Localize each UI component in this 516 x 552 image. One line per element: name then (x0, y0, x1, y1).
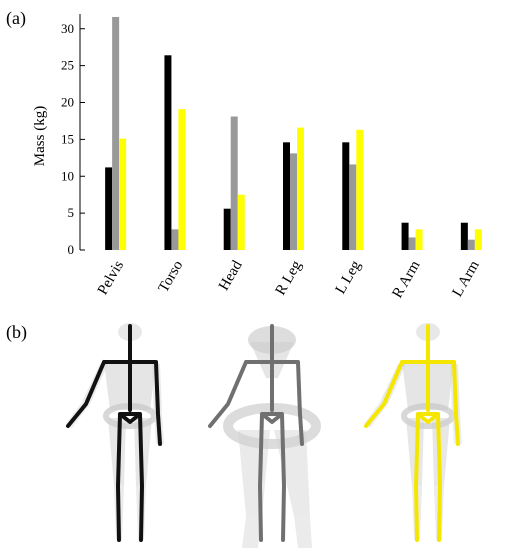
y-tick-label: 10 (61, 168, 74, 183)
body-segment-figures (0, 318, 516, 548)
skeleton-figure-black-icon (66, 323, 164, 540)
bar-head-series-1 (223, 208, 231, 250)
bar-pelvis-series-2 (112, 16, 120, 251)
panel-label-a: (a) (6, 8, 26, 28)
y-tick-label: 20 (61, 95, 74, 110)
bar-l-arm-series-3 (474, 229, 482, 250)
bar-l-leg-series-2 (349, 164, 357, 250)
bar-l-leg-series-1 (342, 142, 350, 250)
y-tick-label: 0 (68, 242, 75, 257)
bar-r-arm-series-1 (401, 222, 409, 250)
bar-torso-series-2 (171, 229, 179, 250)
skeleton-figure-yellow-icon (364, 323, 462, 540)
y-tick-label: 30 (61, 21, 74, 36)
y-axis-title: Mass (kg) (32, 106, 48, 166)
y-tick-label: 25 (61, 58, 74, 73)
x-tick-label: L Arm (449, 258, 483, 300)
bar-r-leg-series-2 (290, 153, 297, 250)
bar-torso-series-1 (164, 55, 172, 250)
bar-r-arm-series-3 (415, 229, 423, 250)
y-tick-label: 15 (61, 131, 74, 146)
skeleton-figure-gray-icon (208, 324, 321, 548)
x-tick-label: Pelvis (95, 258, 127, 298)
y-tick-label: 5 (68, 205, 75, 220)
x-tick-label: R Leg (273, 258, 306, 299)
x-tick-label: Torso (156, 258, 187, 295)
bar-r-leg-series-3 (297, 127, 304, 250)
bar-pelvis-series-1 (105, 167, 113, 250)
bar-r-arm-series-2 (408, 237, 416, 250)
bar-r-leg-series-1 (283, 142, 290, 250)
panel-label-b: (b) (6, 322, 27, 342)
mass-bar-chart: 0 5 10 15 20 25 30 Pelvis Torso Head R Leg L Leg R … (32, 14, 483, 301)
bar-l-leg-series-3 (356, 129, 364, 250)
y-axis: 0 5 10 15 20 25 30 (61, 14, 85, 257)
bar-l-arm-series-1 (460, 222, 468, 250)
bar-head-series-2 (230, 116, 238, 250)
x-axis-labels: Pelvis Torso Head R Leg L Leg R Arm L Arm (95, 258, 483, 301)
bar-l-arm-series-2 (467, 239, 475, 250)
bars (105, 16, 482, 251)
x-tick-label: Head (216, 258, 246, 294)
bar-torso-series-3 (178, 109, 186, 250)
bar-pelvis-series-3 (119, 138, 127, 250)
x-tick-label: L Leg (333, 258, 365, 297)
bar-head-series-3 (237, 194, 245, 250)
x-tick-label: R Arm (389, 258, 423, 301)
